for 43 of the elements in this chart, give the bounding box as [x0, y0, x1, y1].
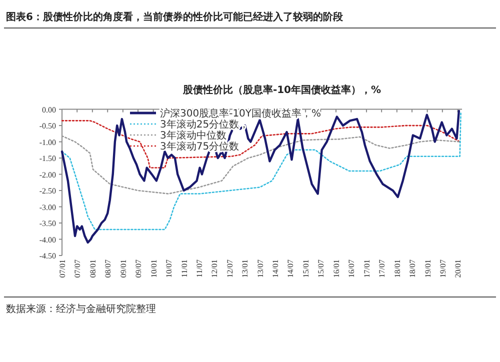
chart-title: 股债性价比（股息率-10年国债收益率），% — [182, 84, 382, 96]
x-tick-label: 12/07 — [225, 260, 234, 278]
y-tick-label: -1.00 — [39, 138, 56, 147]
x-tick-label: 13/07 — [256, 260, 265, 278]
y-tick-label: -0.50 — [39, 122, 56, 131]
x-tick-label: 17/07 — [378, 260, 387, 278]
x-tick-label: 15/01 — [302, 260, 311, 278]
y-tick-label: 0.00 — [42, 105, 56, 114]
x-tick-label: 09/07 — [134, 260, 144, 278]
x-tick-label: 10/01 — [149, 260, 158, 278]
x-tick-label: 11/07 — [194, 260, 204, 278]
x-tick-label: 08/07 — [104, 260, 113, 278]
chart-subtitle: 图表6：股债性价比的角度看，当前债券的性价比可能已经进入了较弱的阶段 — [6, 11, 344, 23]
source-note: 数据来源：经济与金融研究院整理 — [6, 303, 156, 315]
line-series — [61, 120, 460, 168]
x-tick-label: 18/01 — [392, 260, 402, 278]
x-tick-label: 13/01 — [240, 260, 250, 278]
y-tick-label: -3.00 — [39, 202, 56, 212]
x-tick-label: 11/01 — [180, 260, 189, 278]
x-tick-label: 07/07 — [73, 260, 82, 278]
x-tick-label: 07/01 — [58, 260, 67, 278]
x-tick-label: 16/01 — [332, 260, 341, 278]
x-tick-label: 20/01 — [454, 260, 463, 278]
legend-label: 沪深300股息率-10Y国债收益率，% — [160, 108, 322, 120]
y-tick-label: -4.50 — [39, 252, 56, 260]
x-tick-label: 10/07 — [164, 260, 174, 278]
x-tick-label: 19/07 — [438, 260, 448, 278]
x-tick-label: 15/07 — [316, 260, 326, 278]
y-tick-label: -2.00 — [39, 170, 56, 180]
y-tick-label: -2.50 — [39, 186, 56, 196]
x-tick-label: 12/01 — [210, 260, 220, 278]
x-tick-label: 09/01 — [118, 260, 128, 278]
y-tick-label: -3.50 — [39, 219, 56, 228]
x-tick-label: 17/01 — [362, 260, 372, 278]
x-tick-label: 19/01 — [423, 260, 432, 278]
x-tick-label: 16/07 — [347, 260, 356, 278]
legend-label: 3年滚动中位数 — [160, 130, 226, 142]
x-tick-label: 18/07 — [408, 260, 417, 278]
x-tick-label: 14/07 — [286, 260, 296, 278]
x-tick-label: 08/01 — [88, 260, 98, 278]
x-tick-label: 14/01 — [271, 260, 280, 278]
y-tick-label: -4.00 — [39, 235, 56, 244]
y-tick-label: -1.50 — [39, 154, 56, 164]
